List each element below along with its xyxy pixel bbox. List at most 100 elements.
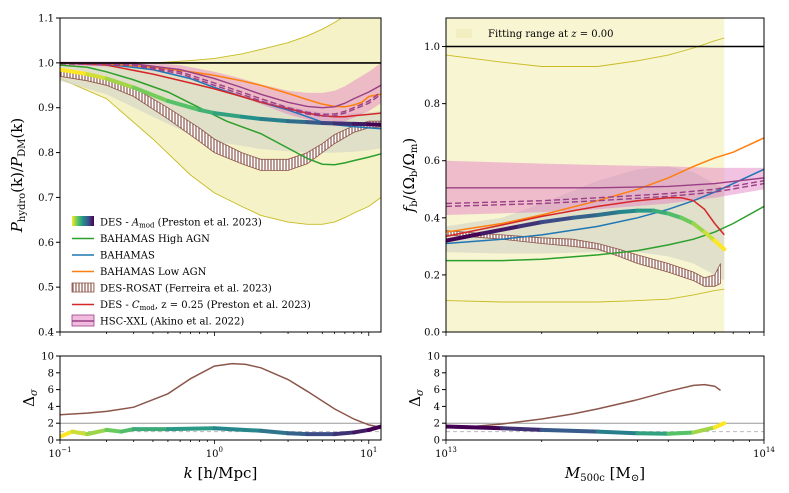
viridis-segment [165, 426, 217, 432]
y-tick-label: 8 [48, 368, 54, 379]
y-tick-label: 0 [48, 436, 54, 447]
legend-sub: mod [139, 222, 155, 230]
legend-sym: C [132, 300, 140, 311]
viridis-segment [539, 427, 600, 434]
y-tick-label: 0.9 [38, 103, 54, 114]
y-tick-label: 4 [48, 402, 54, 413]
y-tick-label: 6 [434, 385, 440, 396]
viridis-segment [212, 111, 244, 119]
panel-power_ratio: 0.40.50.60.70.80.91.01.1Phydro(k)/PDM(k)… [8, 14, 382, 339]
viridis-segment [539, 215, 575, 225]
label-text: (k)/ [8, 166, 26, 193]
viridis-segment [517, 220, 544, 229]
series-bahamas-high-agn [60, 64, 381, 166]
label-sub: σ [415, 388, 426, 396]
viridis-segment [666, 211, 684, 220]
viridis-segment [679, 215, 696, 226]
tick-base: 10 [206, 449, 219, 460]
viridis-segment [85, 72, 109, 81]
legend-label: BAHAMAS High AGN [100, 234, 210, 245]
band-lower-edge [60, 78, 381, 225]
viridis-segment [239, 114, 263, 121]
plot-area [60, 362, 381, 439]
viridis-segment [712, 238, 727, 252]
label-text: /( [400, 189, 418, 200]
series-bahamas-low-agn [60, 62, 381, 108]
viridis-segment [212, 426, 263, 433]
label-sub: DM [17, 139, 28, 157]
label-sym: M [564, 464, 581, 482]
legend-text: = 0.00 [577, 29, 614, 40]
series-des-a-mod [446, 421, 727, 436]
y-axis-label: Phydro(k)/PDM(k) [8, 118, 28, 233]
series-bahamas-low-agn [446, 137, 764, 233]
legend-label: BAHAMAS [100, 251, 155, 262]
viridis-segment [258, 116, 291, 124]
legend-label: Fitting range at z = 0.00 [488, 29, 614, 40]
label-text: [h/Mpc] [193, 464, 258, 482]
viridis-segment [570, 212, 600, 220]
legend-text: DES - [100, 300, 132, 311]
legend: DES - Amod (Preston et al. 2023) BAHAMAS … [71, 216, 311, 328]
legend: Fitting range at z = 0.00 [456, 29, 614, 40]
viridis-segment [85, 427, 109, 437]
y-tick-label: 6 [48, 385, 54, 396]
viridis-segment [351, 427, 371, 435]
label-sub: b [409, 200, 420, 206]
axes-frame [445, 17, 765, 333]
viridis-segment [446, 424, 504, 431]
legend-sym: z [570, 29, 577, 40]
viridis-segment [666, 430, 696, 436]
viridis-segment [60, 429, 75, 439]
series-hsc-xxl-dashed-2 [60, 63, 381, 117]
label-text: ) [400, 138, 418, 144]
series-des-c-mod-z-0-25 [60, 62, 381, 118]
y-axis-label: Δσ [20, 388, 40, 407]
series-des-a-mod [60, 67, 381, 127]
band-upper-edge [446, 37, 725, 67]
series-hsc-xxl-dashed [60, 62, 381, 116]
y-tick-label: 1.0 [424, 42, 440, 53]
label-sub: 500c [580, 473, 605, 484]
viridis-segment [131, 85, 170, 103]
y-tick-label: 0.7 [38, 193, 54, 204]
legend-swatch-hatched [71, 282, 95, 293]
legend-label: DES-ROSAT (Ferreira et al. 2023) [100, 284, 272, 295]
tick-base: 10 [753, 449, 766, 460]
x-tick-label: 101 [360, 446, 377, 460]
viridis-segment [595, 210, 622, 217]
band-grey-band [60, 63, 381, 153]
y-tick-label: 0.6 [38, 238, 54, 249]
y-tick-label: 0.0 [424, 328, 440, 339]
label-sym: Ω [400, 177, 418, 189]
band-hsc-xxl-band [60, 61, 381, 124]
legend-label: BAHAMAS Low AGN [100, 267, 207, 278]
label-text: / [400, 165, 418, 171]
y-tick-label: 10 [41, 352, 54, 363]
viridis-segment [258, 428, 291, 436]
panel-fb_ratio: 0.00.20.40.60.81.0fb/(Ωb/Ωm)Fitting rang… [400, 17, 765, 339]
x-axis-label: M500c [M⊙] [564, 464, 645, 484]
tick-exponent: 0 [219, 446, 223, 454]
y-tick-label: 0.8 [38, 148, 54, 159]
series-hsc-xxl-median [446, 177, 764, 189]
tick-exponent: −1 [61, 446, 71, 454]
y-tick-label: 0.4 [38, 328, 54, 339]
viridis-segment [702, 230, 717, 243]
viridis-segment [691, 425, 717, 435]
label-sub: ⊙ [631, 473, 639, 484]
label-sym: k [184, 464, 193, 482]
y-tick-label: 0.4 [424, 213, 440, 224]
y-tick-label: 2 [434, 419, 440, 430]
band-lower-edge [446, 288, 725, 303]
label-text: ] [639, 464, 645, 482]
axes-frame [445, 355, 765, 441]
label-text: [M [605, 464, 631, 482]
y-tick-label: 0.2 [424, 270, 440, 281]
plot-area [446, 383, 764, 436]
plot-area [60, 18, 381, 225]
label-sub: σ [29, 388, 40, 396]
x-axis-label: k [h/Mpc] [184, 464, 258, 482]
y-tick-label: 0.6 [424, 156, 440, 167]
